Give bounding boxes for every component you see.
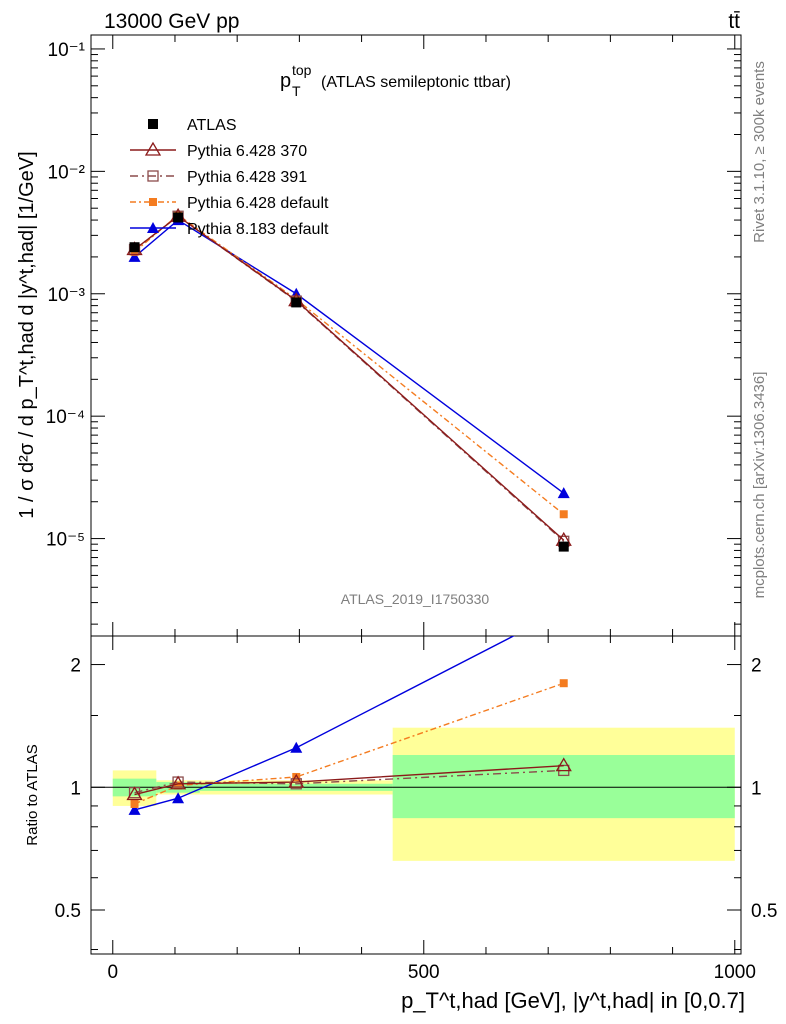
x-tick-label: 500 <box>408 962 440 983</box>
rivet-version-label: Rivet 3.1.10, ≥ 300k events <box>751 61 768 243</box>
legend-label-pythia-8-183-default: Pythia 8.183 default <box>187 221 329 238</box>
title-sub: T <box>292 83 301 99</box>
ratio-line-pythia-6-428-default <box>134 682 564 805</box>
ratio-point-pythia-6-428-default <box>130 799 139 808</box>
y-axis-label: 1 / σ d²σ / d p_T^t,had d |y^t,had| [1/G… <box>16 151 38 518</box>
title-p: p <box>280 70 291 92</box>
ratio-point-pythia-8-183-default <box>558 604 570 615</box>
ratio-tick-label-right: 1 <box>751 778 762 799</box>
y-tick-label: 10⁻¹ <box>48 40 86 61</box>
ratio-point-pythia-6-428-default <box>292 772 301 781</box>
ratio-axis-label: Ratio to ATLAS <box>24 744 41 845</box>
ratio-line-pythia-6-428-370 <box>134 764 564 796</box>
ratio-tick-label: 1 <box>70 778 81 799</box>
ratio-tick-label: 0.5 <box>55 901 81 922</box>
plot-title: p top T (ATLAS semileptonic ttbar) <box>280 62 511 99</box>
data-point-atlas <box>129 242 140 253</box>
legend-label-pythia-6-428-default: Pythia 6.428 default <box>187 195 329 212</box>
legend-marker-atlas <box>148 119 158 129</box>
data-point-pythia-8-183-default <box>557 487 570 499</box>
legend-marker-pythia-8-183-default <box>147 222 159 233</box>
legend-marker-pythia-6-428-370 <box>144 141 162 156</box>
legend-label-pythia-6-428-391: Pythia 6.428 391 <box>187 169 307 186</box>
process-label: tt̄ <box>728 10 740 33</box>
ratio-point-pythia-8-183-default <box>290 741 303 753</box>
ratio-point-pythia-6-428-default <box>174 781 183 790</box>
y-tick-label: 10⁻² <box>48 162 86 183</box>
data-point-atlas <box>173 212 184 223</box>
x-tick-label: 1000 <box>714 962 756 983</box>
ratio-point-pythia-6-428-default <box>559 679 568 688</box>
ratio-point-pythia-6-428-370 <box>126 786 143 801</box>
ratio-point-pythia-6-428-370 <box>555 757 572 772</box>
series-line-pythia-6-428-391 <box>134 215 565 542</box>
y-tick-label: 10⁻⁵ <box>46 530 85 551</box>
legend: ATLAS Pythia 6.428 370 Pythia 6.428 391 Pyt… <box>130 117 329 238</box>
energy-label: 13000 GeV pp <box>104 10 239 33</box>
title-rest: (ATLAS semileptonic ttbar) <box>321 74 511 91</box>
y-tick-label: 10⁻⁴ <box>46 407 85 428</box>
data-point-atlas <box>558 541 569 552</box>
series-line-pythia-6-428-370 <box>134 215 565 541</box>
ratio-tick-label-right: 2 <box>751 656 762 677</box>
legend-label-atlas: ATLAS <box>187 117 237 134</box>
legend-marker-pythia-6-428-default <box>149 198 157 206</box>
title-sup: top <box>292 62 312 78</box>
ratio-point-pythia-6-428-370 <box>169 775 187 790</box>
y-tick-label: 10⁻³ <box>48 285 86 306</box>
mcplots-source-label: mcplots.cern.ch [arXiv:1306.3436] <box>751 372 768 599</box>
data-point-pythia-8-183-default <box>128 250 141 262</box>
ratio-point-pythia-8-183-default <box>172 792 185 804</box>
ratio-point-pythia-6-428-370 <box>288 773 305 788</box>
ratio-point-pythia-8-183-default <box>128 803 141 815</box>
analysis-watermark: ATLAS_2019_I1750330 <box>341 591 490 607</box>
ratio-tick-label: 2 <box>70 656 81 677</box>
x-axis-label: p_T^t,had [GeV], |y^t,had| in [0,0.7] <box>401 988 745 1013</box>
ratio-tick-label-right: 0.5 <box>751 901 777 922</box>
data-point-atlas <box>291 297 302 308</box>
ratio-line-pythia-8-183-default <box>134 636 515 811</box>
ratio-plot-frame <box>90 635 742 955</box>
data-point-pythia-6-428-default <box>559 510 568 519</box>
legend-label-pythia-6-428-370: Pythia 6.428 370 <box>187 143 307 160</box>
series-line-pythia-8-183-default <box>134 219 565 494</box>
x-tick-label: 0 <box>107 962 118 983</box>
series-line-pythia-6-428-default <box>134 214 565 515</box>
legend-marker-pythia-6-428-391 <box>147 170 159 182</box>
uncertainty-band-inner <box>392 754 735 819</box>
